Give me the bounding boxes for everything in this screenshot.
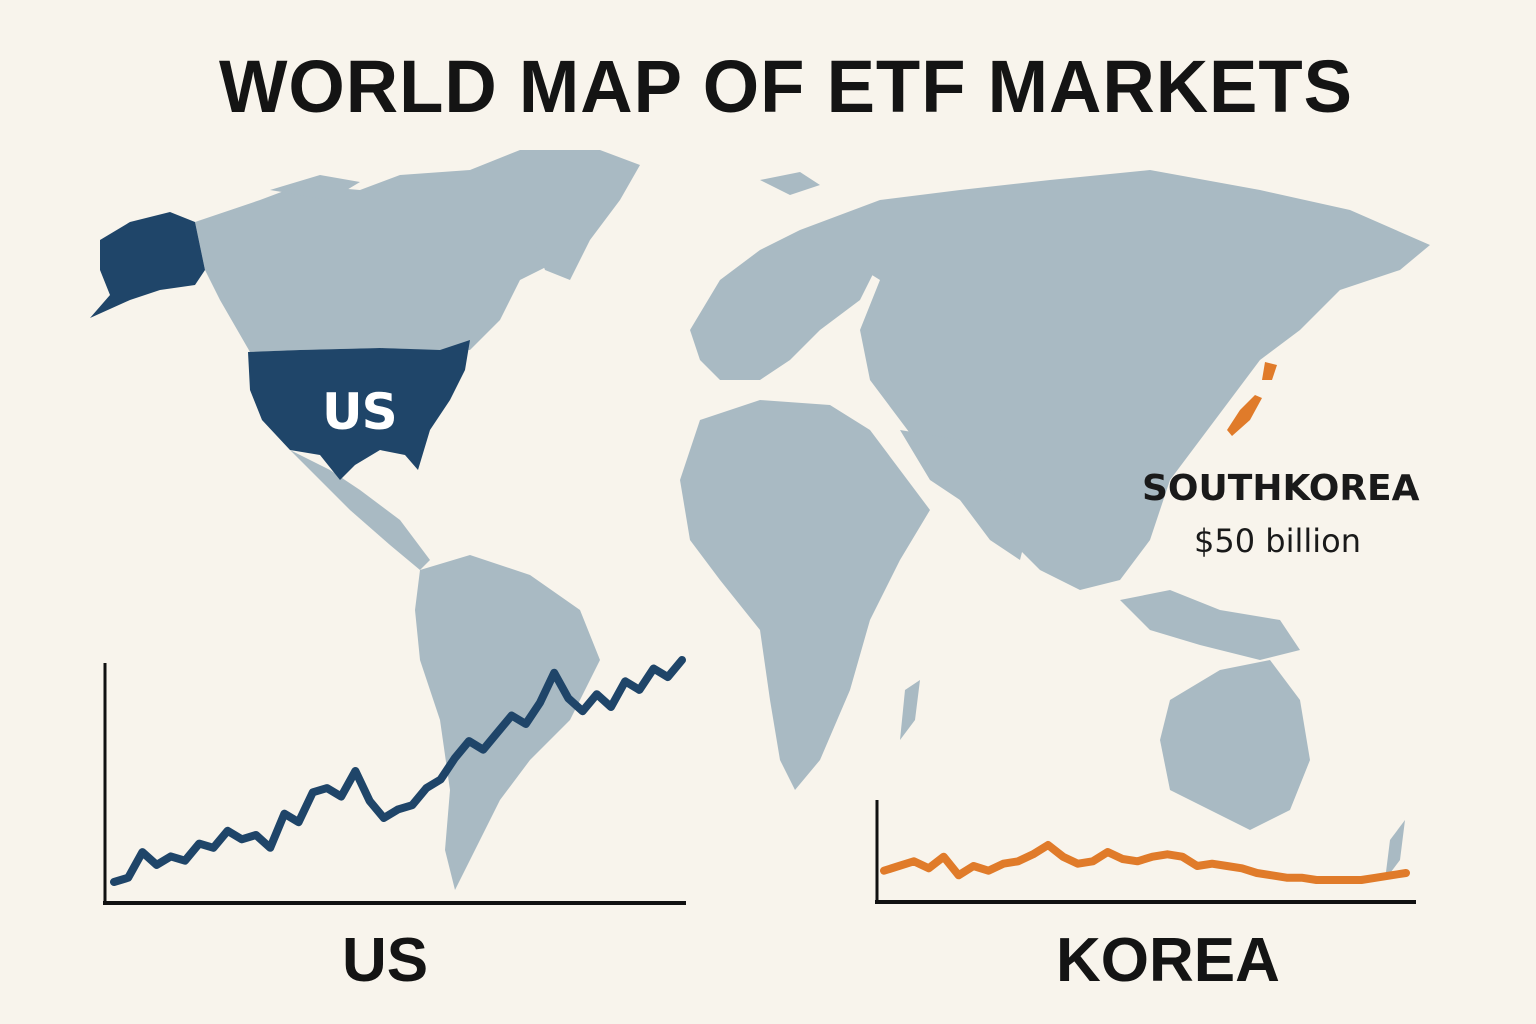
south-korea-label: SOUTHKOREA (1142, 468, 1420, 509)
korea-data-line (880, 841, 1410, 884)
alaska-region (90, 212, 205, 318)
us-line-chart (103, 656, 686, 905)
korea-chart-title: KOREA (1056, 926, 1280, 995)
us-map-label: US (322, 383, 398, 441)
korea-region-south[interactable] (1227, 395, 1262, 436)
land-masses (195, 150, 1430, 890)
south-korea-etf-value: $50 billion (1194, 522, 1361, 560)
us-chart-title: US (342, 926, 429, 995)
page-title: WORLD MAP OF ETF MARKETS (218, 45, 1354, 128)
us-region[interactable] (248, 340, 470, 480)
korea-line-chart (875, 800, 1416, 904)
us-data-line (110, 656, 686, 886)
korea-region-north[interactable] (1262, 362, 1277, 380)
